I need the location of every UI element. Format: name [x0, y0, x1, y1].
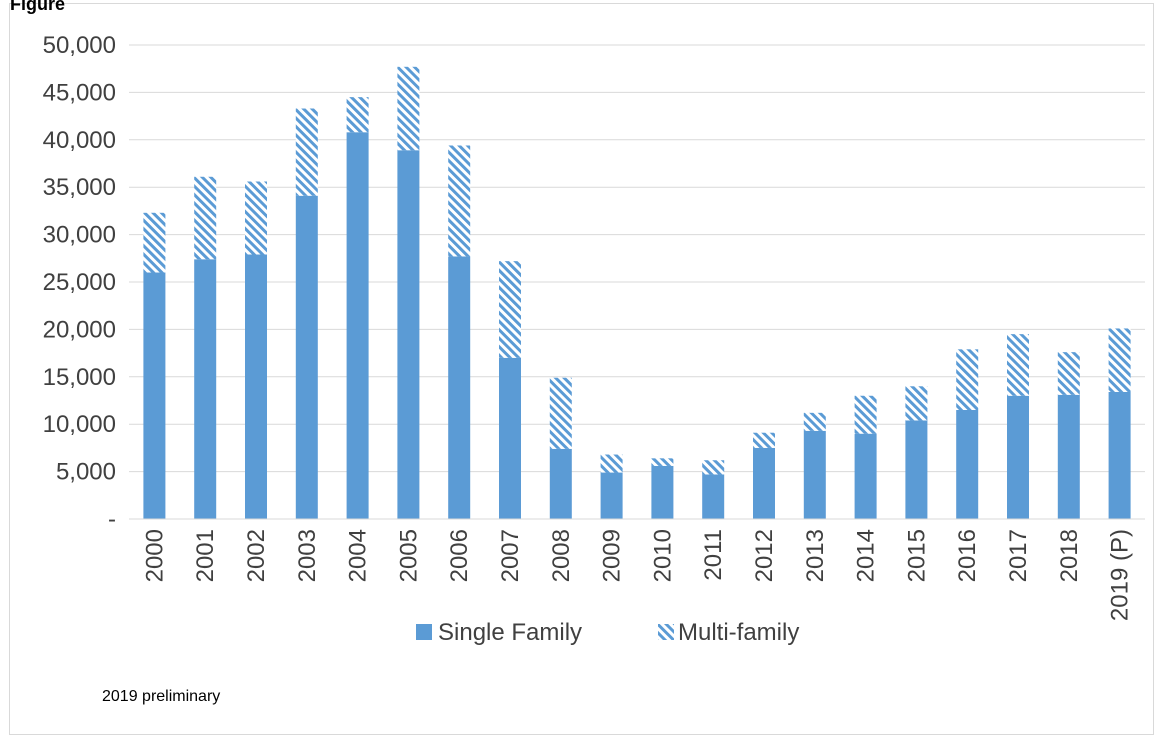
x-tick-label: 2017	[1005, 529, 1032, 582]
x-tick-label: 2007	[497, 529, 524, 582]
bar-multi-family	[143, 212, 166, 273]
bar-multi-family	[245, 181, 267, 255]
bar-multi-family	[194, 176, 217, 260]
x-tick-label: 2001	[192, 529, 219, 582]
legend: Single Family Multi-family	[416, 619, 799, 646]
legend-label-single-family: Single Family	[438, 619, 582, 646]
bar-single-family	[1108, 391, 1131, 519]
y-tick-label: 25,000	[43, 269, 116, 296]
x-tick-label: 2019 (P)	[1107, 529, 1134, 621]
y-tick-label: -	[108, 506, 116, 533]
bars	[143, 66, 1131, 519]
bar-single-family	[245, 254, 267, 519]
x-tick-label: 2014	[853, 529, 880, 582]
bar-multi-family	[295, 108, 318, 196]
axes: - 5,000 10,000 15,000 20,000 25,000 30,000 35,0…	[43, 32, 1145, 621]
x-tick-label: 2018	[1056, 529, 1083, 582]
bar-multi-family	[854, 395, 877, 434]
y-tick-label: 45,000	[43, 79, 116, 106]
x-tick-label: 2009	[599, 529, 626, 582]
bar-multi-family	[753, 432, 775, 448]
bar-single-family	[600, 472, 623, 519]
bar-multi-family	[600, 454, 623, 473]
bar-multi-family	[499, 261, 521, 358]
bar-single-family	[143, 272, 166, 519]
chart-title: Figure	[10, 0, 66, 14]
x-tick-label: 2013	[802, 529, 829, 582]
chart-frame: Figure - 5,000 10,000 15,000 20,000 25,000 30,…	[9, 0, 1154, 735]
x-tick-label: 2012	[751, 529, 778, 582]
y-tick-label: 15,000	[43, 364, 116, 391]
y-tick-label: 35,000	[43, 174, 116, 201]
bar-single-family	[346, 132, 369, 519]
bar-single-family	[956, 409, 979, 519]
legend-swatch-single-family	[416, 624, 432, 640]
bar-multi-family	[905, 386, 928, 421]
bar-multi-family	[346, 97, 369, 133]
bar-single-family	[295, 195, 318, 519]
x-tick-label: 2003	[294, 529, 321, 582]
footnote: 2019 preliminary	[102, 688, 221, 705]
bar-multi-family	[1007, 334, 1029, 396]
bar-single-family	[702, 474, 725, 519]
x-tick-label: 2000	[141, 529, 168, 582]
y-tick-label: 50,000	[43, 32, 116, 59]
bar-single-family	[549, 448, 572, 519]
bar-single-family	[753, 447, 775, 519]
y-tick-label: 40,000	[43, 127, 116, 154]
bar-multi-family	[1057, 352, 1080, 395]
x-tick-label: 2004	[345, 529, 372, 582]
x-tick-label: 2011	[700, 529, 727, 581]
x-tick-label: 2016	[954, 529, 981, 582]
x-tick-label: 2005	[395, 529, 422, 582]
bar-single-family	[397, 150, 420, 519]
bar-multi-family	[956, 349, 979, 410]
bar-multi-family	[1108, 328, 1131, 392]
bar-single-family	[448, 256, 471, 519]
legend-swatch-multi-family	[658, 624, 674, 640]
x-tick-label: 2008	[548, 529, 575, 582]
bar-multi-family	[549, 377, 572, 449]
bar-multi-family	[448, 145, 471, 257]
bar-single-family	[1007, 395, 1029, 519]
x-tick-label: 2002	[243, 529, 270, 582]
bar-single-family	[854, 433, 877, 519]
bar-single-family	[499, 357, 521, 519]
x-tick-label: 2006	[446, 529, 473, 582]
y-tick-label: 30,000	[43, 222, 116, 249]
y-tick-label: 20,000	[43, 316, 116, 343]
bar-single-family	[905, 420, 928, 519]
bar-single-family	[803, 430, 826, 519]
bar-single-family	[651, 465, 674, 519]
stacked-bar-chart: - 5,000 10,000 15,000 20,000 25,000 30,000 35,0…	[43, 32, 1145, 646]
legend-label-multi-family: Multi-family	[678, 619, 799, 646]
bar-multi-family	[803, 412, 826, 431]
x-tick-label: 2010	[649, 529, 676, 582]
y-tick-label: 10,000	[43, 411, 116, 438]
x-tick-label: 2015	[903, 529, 930, 582]
bar-multi-family	[651, 458, 674, 466]
gridlines	[129, 44, 1145, 473]
y-tick-label: 5,000	[56, 459, 116, 486]
bar-multi-family	[702, 460, 725, 475]
bar-single-family	[194, 259, 217, 519]
bar-multi-family	[397, 66, 420, 151]
bar-single-family	[1057, 394, 1080, 519]
